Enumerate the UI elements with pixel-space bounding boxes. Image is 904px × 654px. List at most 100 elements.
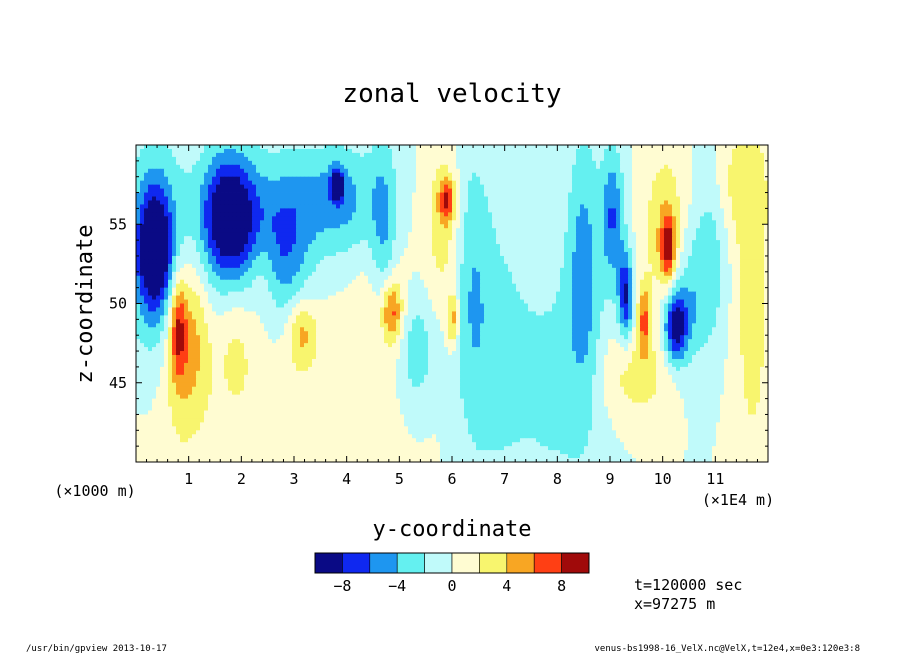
heatmap-cell (340, 259, 345, 265)
heatmap-cell (612, 184, 617, 189)
heatmap-cell (164, 148, 169, 154)
heatmap-cell (288, 172, 293, 178)
heatmap-cell (664, 160, 669, 166)
heatmap-cell (660, 156, 665, 162)
heatmap-cell (488, 251, 493, 257)
heatmap-cell (624, 145, 629, 150)
heatmap-cell (540, 216, 545, 221)
heatmap-cell (296, 156, 301, 162)
heatmap-cell (424, 236, 429, 241)
heatmap-cell (252, 267, 257, 273)
heatmap-cell (616, 156, 621, 162)
heatmap-cell (744, 212, 749, 217)
heatmap-cell (444, 156, 449, 162)
heatmap-cell (520, 236, 525, 241)
heatmap-cell (464, 259, 469, 265)
heatmap-cell (304, 156, 309, 162)
heatmap-cell (212, 145, 217, 150)
heatmap-cell (232, 220, 237, 225)
heatmap-cell (404, 259, 409, 265)
heatmap-cell (484, 236, 489, 241)
heatmap-cell (612, 228, 617, 233)
heatmap-cell (628, 208, 633, 213)
heatmap-cell (592, 244, 597, 249)
heatmap-cell (408, 184, 413, 189)
heatmap-cell (632, 184, 637, 189)
heatmap-cell (240, 228, 245, 233)
heatmap-cell (480, 251, 485, 257)
heatmap-cell (220, 259, 225, 265)
heatmap-cell (448, 240, 453, 245)
heatmap-cell (136, 212, 141, 217)
heatmap-cell (756, 251, 761, 257)
heatmap-cell (268, 145, 273, 150)
heatmap-cell (224, 196, 229, 201)
heatmap-cell (336, 156, 341, 162)
heatmap-cell (756, 232, 761, 237)
heatmap-cell (416, 200, 421, 205)
heatmap-cell (448, 228, 453, 233)
heatmap-cell (516, 236, 521, 241)
heatmap-cell (144, 204, 149, 209)
heatmap-cell (596, 220, 601, 225)
heatmap-cell (456, 172, 461, 178)
heatmap-cell (300, 248, 305, 253)
heatmap-cell (324, 236, 329, 241)
heatmap-cell (500, 200, 505, 205)
heatmap-cell (756, 145, 761, 150)
heatmap-cell (180, 240, 185, 245)
heatmap-cell (332, 251, 337, 257)
heatmap-cell (428, 263, 433, 269)
heatmap-cell (672, 240, 677, 245)
heatmap-cell (632, 232, 637, 237)
heatmap-cell (756, 200, 761, 205)
heatmap-cell (356, 188, 361, 193)
heatmap-cell (636, 244, 641, 249)
heatmap-cell (496, 212, 501, 217)
heatmap-cell (408, 192, 413, 197)
heatmap-cell (488, 196, 493, 201)
heatmap-cell (640, 148, 645, 154)
heatmap-cell (656, 220, 661, 225)
heatmap-cell (320, 160, 325, 166)
heatmap-cell (568, 168, 573, 174)
heatmap-cell (460, 224, 465, 229)
heatmap-cell (652, 216, 657, 221)
heatmap-cell (460, 228, 465, 233)
heatmap-cell (288, 204, 293, 209)
heatmap-cell (732, 145, 737, 150)
heatmap-cell (180, 255, 185, 261)
heatmap-cell (492, 224, 497, 229)
heatmap-cell (480, 160, 485, 166)
heatmap-cell (476, 168, 481, 174)
heatmap-cell (296, 255, 301, 261)
heatmap-cell (276, 232, 281, 237)
heatmap-cell (368, 160, 373, 166)
heatmap-cell (596, 160, 601, 166)
heatmap-cell (616, 248, 621, 253)
heatmap-cell (580, 228, 585, 233)
heatmap-cell (348, 224, 353, 229)
heatmap-cell (300, 232, 305, 237)
heatmap-cell (576, 248, 581, 253)
heatmap-cell (344, 204, 349, 209)
heatmap-cell (648, 180, 653, 186)
heatmap-cell (468, 152, 473, 158)
heatmap-cell (332, 156, 337, 162)
heatmap-cell (408, 164, 413, 170)
heatmap-cell (696, 164, 701, 170)
heatmap-cell (332, 164, 337, 170)
heatmap-cell (292, 216, 297, 221)
heatmap-cell (192, 192, 197, 197)
heatmap-cell (564, 204, 569, 209)
heatmap-cell (488, 220, 493, 225)
heatmap-cell (188, 240, 193, 245)
heatmap-cell (372, 212, 377, 217)
heatmap-cell (444, 236, 449, 241)
heatmap-cell (240, 164, 245, 170)
heatmap-cell (180, 228, 185, 233)
heatmap-cell (660, 216, 665, 221)
heatmap-cell (680, 196, 685, 201)
heatmap-cell (488, 259, 493, 265)
heatmap-cell (672, 248, 677, 253)
